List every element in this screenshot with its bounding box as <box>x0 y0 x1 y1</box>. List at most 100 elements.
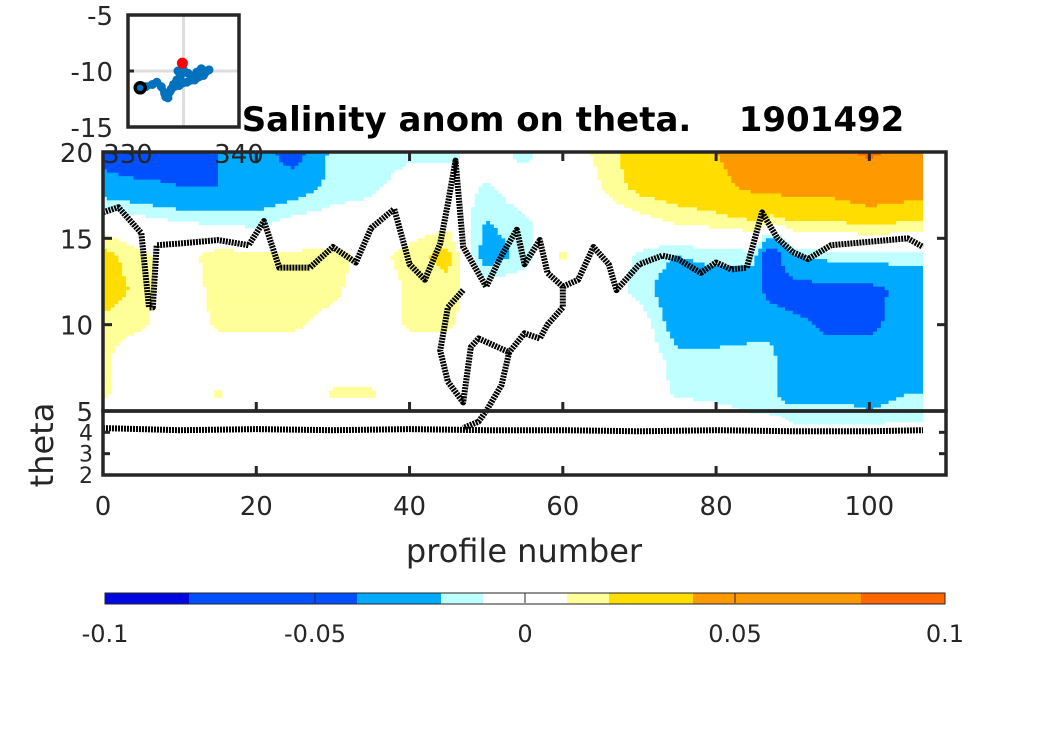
colorbar-segment <box>567 593 609 604</box>
anomaly-cell <box>765 238 778 243</box>
anomaly-cell <box>785 269 924 274</box>
anomaly-cell <box>217 152 277 157</box>
anomaly-cell <box>482 234 503 239</box>
anomaly-cell <box>773 352 924 357</box>
anomaly-cell <box>470 217 529 222</box>
anomaly-cell <box>723 162 924 167</box>
anomaly-cell <box>214 248 234 253</box>
anomaly-cell <box>624 169 729 174</box>
anomaly-cell <box>627 279 656 284</box>
anomaly-cell <box>103 193 307 198</box>
anomaly-cell <box>746 217 759 222</box>
anomaly-cell <box>662 269 763 274</box>
anomaly-cell <box>103 162 219 167</box>
anomaly-cell <box>168 217 280 222</box>
anomaly-cell <box>103 341 119 346</box>
anomaly-cell <box>731 179 924 184</box>
anomaly-cell <box>474 259 483 264</box>
anomaly-cell <box>321 183 384 188</box>
anomaly-cell <box>210 321 307 326</box>
anomaly-cell <box>279 158 303 163</box>
anomaly-cell <box>118 255 154 260</box>
anomaly-cell <box>677 203 867 208</box>
anomaly-cell <box>639 210 717 215</box>
anomaly-cell <box>175 207 265 212</box>
anomaly-cell <box>474 262 483 267</box>
anomaly-cell <box>762 290 890 295</box>
anomaly-cell <box>401 310 457 315</box>
anomaly-cell <box>103 314 150 319</box>
anomaly-cell <box>666 321 813 326</box>
anomaly-cell <box>742 227 756 233</box>
anomaly-cell <box>727 169 924 174</box>
anomaly-cell <box>654 328 667 333</box>
anomaly-cell <box>781 259 828 264</box>
anomaly-cell <box>103 393 108 398</box>
anomaly-cell <box>777 366 924 371</box>
anomaly-cell <box>693 397 782 402</box>
anomaly-cell <box>214 324 303 329</box>
track-end-marker <box>176 57 188 69</box>
anomaly-cell <box>666 324 817 329</box>
anomaly-cell <box>440 248 449 253</box>
anomaly-cell <box>470 241 483 246</box>
anomaly-cell <box>903 393 924 398</box>
anomaly-cell <box>658 348 775 353</box>
anomaly-cell <box>290 165 296 170</box>
anomaly-cell <box>658 272 763 277</box>
anomaly-cell <box>762 241 782 246</box>
anomaly-cell <box>210 310 319 315</box>
anomaly-cell <box>103 272 123 277</box>
anomaly-cell <box>727 214 771 219</box>
anomaly-cell <box>631 265 667 271</box>
anomaly-cell <box>601 179 625 184</box>
anomaly-cell <box>409 328 449 333</box>
anomaly-cell <box>765 248 778 253</box>
anomaly-cell <box>103 169 108 174</box>
anomaly-cell <box>654 279 763 284</box>
anomaly-cell <box>627 276 660 281</box>
anomaly-cell <box>294 165 326 170</box>
anomaly-cell <box>306 152 330 157</box>
anomaly-cell <box>746 341 771 346</box>
anomaly-cell <box>658 345 679 350</box>
anomaly-cell <box>762 234 782 239</box>
anomaly-cell <box>873 331 924 336</box>
anomaly-cell <box>325 176 391 181</box>
anomaly-cell <box>417 238 453 243</box>
anomaly-cell <box>650 321 667 326</box>
anomaly-cell <box>670 383 778 388</box>
anomaly-cell <box>673 341 748 346</box>
anomaly-cell <box>643 248 744 253</box>
anomaly-cell <box>474 203 514 208</box>
anomaly-cell <box>662 307 786 312</box>
anomaly-cell <box>103 359 112 364</box>
anomaly-cell <box>103 155 219 160</box>
anomaly-cell <box>716 152 859 157</box>
anomaly-cell <box>401 314 457 319</box>
anomaly-cell <box>719 345 775 350</box>
anomaly-cell <box>811 321 882 326</box>
anomaly-cell <box>785 265 924 271</box>
contour-line <box>437 286 566 406</box>
anomaly-cell <box>198 259 349 264</box>
anomaly-cell <box>601 186 629 191</box>
anomaly-cell <box>880 324 924 329</box>
anomaly-cell <box>884 314 924 319</box>
x-tick-label: 0 <box>95 492 112 522</box>
anomaly-cell <box>401 300 460 305</box>
anomaly-cell <box>704 262 756 267</box>
anomaly-cell <box>658 245 694 250</box>
anomaly-cell <box>762 252 782 257</box>
anomaly-cell <box>624 179 733 184</box>
anomaly-cell <box>788 272 924 277</box>
anomaly-cell <box>394 262 437 267</box>
anomaly-cell <box>769 341 924 346</box>
anomaly-cell <box>662 217 748 222</box>
anomaly-cell <box>401 307 460 312</box>
anomaly-cell <box>758 248 767 253</box>
anomaly-cell <box>781 252 794 257</box>
anomaly-cell <box>739 186 924 191</box>
anomaly-cell <box>788 248 828 253</box>
anomaly-cell <box>884 300 924 305</box>
